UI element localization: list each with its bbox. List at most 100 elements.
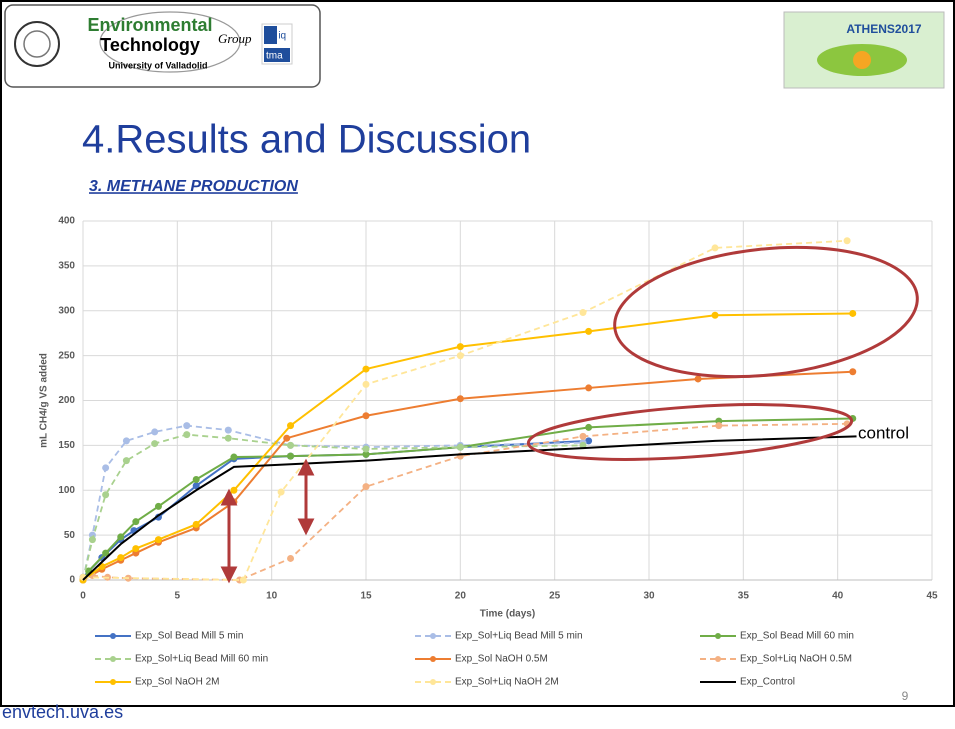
x-tick-label: 5 bbox=[175, 591, 181, 602]
data-point bbox=[287, 422, 295, 430]
y-tick-label: 350 bbox=[58, 261, 75, 272]
data-point bbox=[711, 244, 719, 252]
highlight-ellipse bbox=[526, 403, 854, 461]
series-line bbox=[82, 435, 857, 581]
x-tick-label: 25 bbox=[549, 591, 561, 602]
data-point bbox=[362, 412, 370, 420]
logo-text: d iq bbox=[270, 31, 286, 42]
data-point bbox=[579, 309, 587, 317]
page-number: 9 bbox=[902, 689, 909, 703]
data-point bbox=[849, 309, 857, 317]
data-point bbox=[456, 343, 464, 351]
highlight-ellipse bbox=[613, 245, 919, 379]
legend-marker bbox=[430, 679, 436, 685]
legend-label: Exp_Sol Bead Mill 5 min bbox=[135, 631, 243, 642]
data-point bbox=[362, 365, 370, 373]
data-point bbox=[362, 445, 370, 453]
legend-label: Exp_Sol+Liq Bead Mill 5 min bbox=[455, 631, 583, 642]
data-point bbox=[362, 483, 370, 491]
logo-text: Environmental bbox=[87, 15, 212, 35]
tma-block bbox=[264, 48, 290, 62]
logo-text: University of Valladolid bbox=[108, 60, 207, 70]
data-point bbox=[102, 549, 110, 557]
data-point bbox=[287, 452, 295, 460]
data-point bbox=[88, 536, 96, 544]
data-point bbox=[151, 440, 159, 448]
x-tick-label: 20 bbox=[455, 591, 467, 602]
data-point bbox=[230, 486, 238, 494]
data-point bbox=[585, 437, 593, 445]
data-point bbox=[694, 375, 702, 383]
data-point bbox=[154, 536, 162, 544]
legend-marker bbox=[110, 679, 116, 685]
legend-marker bbox=[430, 656, 436, 662]
data-point bbox=[239, 576, 247, 584]
data-point bbox=[230, 453, 238, 461]
logo-swoosh bbox=[99, 11, 241, 73]
arrow-head bbox=[297, 518, 315, 536]
data-point bbox=[132, 518, 140, 526]
arrow-head bbox=[220, 566, 238, 584]
data-point bbox=[224, 426, 232, 434]
arrow-head bbox=[297, 458, 315, 476]
slide-frame bbox=[0, 0, 955, 707]
data-point bbox=[183, 431, 191, 439]
data-point bbox=[277, 488, 285, 496]
data-point bbox=[456, 352, 464, 360]
legend-marker bbox=[715, 633, 721, 639]
data-point bbox=[102, 464, 110, 472]
data-point bbox=[456, 395, 464, 403]
y-tick-label: 250 bbox=[58, 350, 75, 361]
series-line bbox=[82, 417, 853, 581]
data-point bbox=[585, 384, 593, 392]
legend-label: Exp_Sol+Liq NaOH 0.5M bbox=[740, 654, 852, 665]
x-tick-label: 10 bbox=[266, 591, 278, 602]
logo-text: Group bbox=[218, 31, 252, 46]
x-tick-label: 45 bbox=[926, 591, 938, 602]
y-axis-label: mL CH4/g VS added bbox=[39, 353, 50, 448]
event-logo: ATHENS2017 bbox=[783, 11, 945, 89]
data-point bbox=[154, 513, 162, 521]
data-point bbox=[456, 443, 464, 451]
x-axis-label: Time (days) bbox=[480, 609, 535, 620]
data-point bbox=[154, 502, 162, 510]
diq-block bbox=[264, 26, 277, 44]
data-point bbox=[192, 475, 200, 483]
legend-label: Exp_Sol+Liq Bead Mill 60 min bbox=[135, 654, 268, 665]
event-text: ATHENS2017 bbox=[846, 22, 921, 36]
data-point bbox=[192, 520, 200, 528]
data-point bbox=[224, 434, 232, 442]
legend-marker bbox=[715, 656, 721, 662]
data-point bbox=[287, 554, 295, 562]
arrows bbox=[220, 458, 315, 584]
y-tick-label: 150 bbox=[58, 440, 75, 451]
legend-label: Exp_Sol Bead Mill 60 min bbox=[740, 631, 854, 642]
data-point bbox=[117, 533, 125, 541]
legend-label: Exp_Sol NaOH 2M bbox=[135, 677, 219, 688]
university-seal bbox=[14, 21, 60, 67]
data-point bbox=[192, 482, 200, 490]
footer-url: envtech.uva.es bbox=[2, 702, 123, 722]
data-point bbox=[715, 422, 723, 430]
seal-inner bbox=[23, 30, 51, 58]
logo-frame bbox=[4, 4, 321, 88]
x-tick-label: 35 bbox=[738, 591, 750, 602]
logo-text: Technology bbox=[100, 35, 200, 55]
data-point bbox=[579, 432, 587, 440]
legend-marker bbox=[110, 633, 116, 639]
annotation: control bbox=[858, 423, 909, 442]
legend-label: Exp_Sol+Liq NaOH 2M bbox=[455, 677, 559, 688]
y-tick-label: 300 bbox=[58, 305, 75, 316]
data-point bbox=[843, 237, 851, 245]
data-point bbox=[102, 491, 110, 499]
data-point bbox=[585, 327, 593, 335]
y-tick-label: 50 bbox=[64, 530, 76, 541]
legend-marker bbox=[430, 633, 436, 639]
arrow-head bbox=[220, 488, 238, 506]
legend-marker bbox=[110, 656, 116, 662]
x-tick-label: 40 bbox=[832, 591, 844, 602]
data-point bbox=[183, 422, 191, 430]
slide-subtitle: 3. METHANE PRODUCTION bbox=[89, 178, 298, 195]
x-tick-label: 0 bbox=[80, 591, 86, 602]
